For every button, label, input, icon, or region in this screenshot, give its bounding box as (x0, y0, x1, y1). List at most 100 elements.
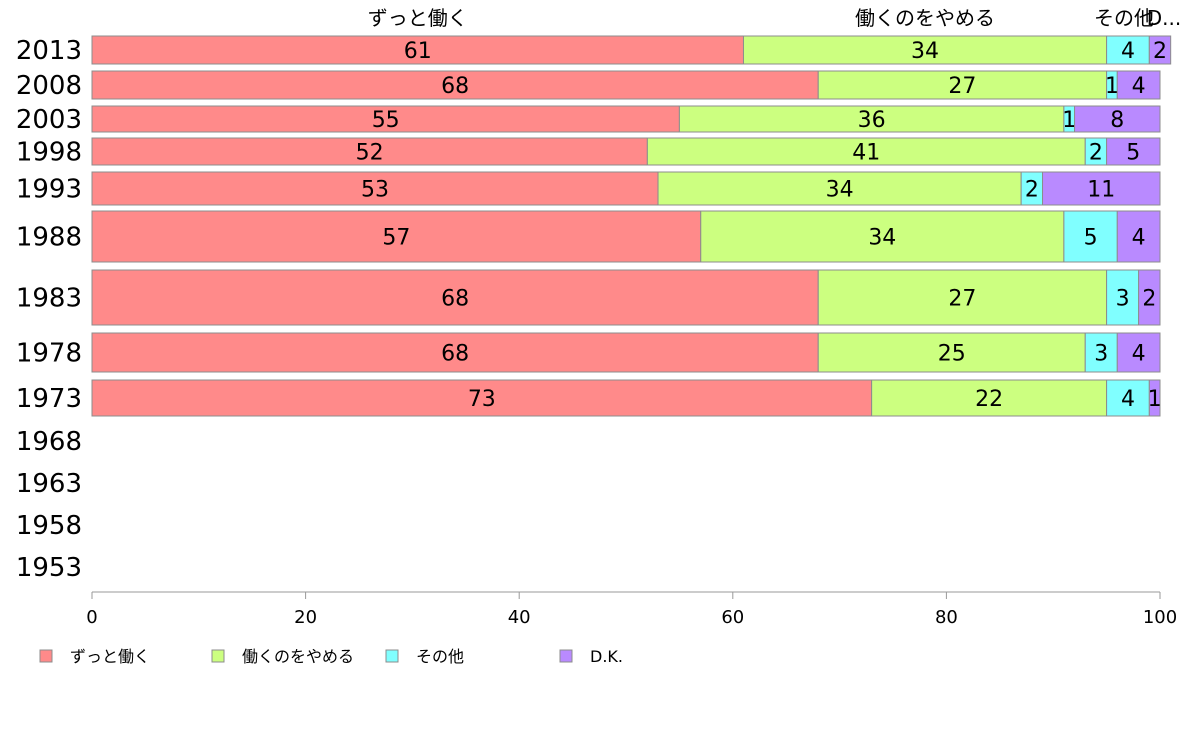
year-label-1963: 1963 (16, 469, 82, 499)
bar-segment-1988-0 (91, 210, 702, 263)
x-tick-label-40: 40 (508, 607, 531, 628)
bar-segment-1983-2 (1106, 269, 1140, 326)
bar-segment-1988-1 (700, 210, 1065, 263)
data-label-1998-3: 5 (1126, 141, 1140, 166)
data-label-1983-1: 27 (948, 287, 976, 312)
data-label-1978-3: 4 (1132, 342, 1146, 367)
x-tick-label-100: 100 (1143, 607, 1177, 628)
bar-segment-2008-0 (91, 70, 819, 100)
legend-label-2: その他 (416, 647, 464, 666)
column-header-1: 働くのをやめる (855, 6, 995, 30)
legend-label-1: 働くのをやめる (242, 647, 354, 666)
data-label-2013-0: 61 (404, 39, 432, 64)
data-label-1993-3: 11 (1087, 178, 1115, 203)
data-label-1993-0: 53 (361, 178, 389, 203)
x-tick-label-20: 20 (294, 607, 317, 628)
data-label-2003-3: 8 (1110, 108, 1124, 133)
bar-segment-2013-2 (1106, 35, 1150, 65)
year-label-1983: 1983 (16, 284, 82, 314)
column-headers: ずっと働く 働くのをやめる その他D... (368, 6, 1182, 30)
legend-swatch-0 (39, 649, 53, 663)
year-label-1993: 1993 (16, 175, 82, 205)
legend-swatch-2 (385, 649, 399, 663)
bar-segment-1998-3 (1106, 137, 1161, 166)
data-label-2013-3: 2 (1153, 39, 1167, 64)
legend-swatch-3 (559, 649, 573, 663)
bar-segment-1983-3 (1138, 269, 1161, 326)
year-label-2008: 2008 (16, 71, 82, 101)
year-label-1978: 1978 (16, 339, 82, 369)
data-label-1993-1: 34 (826, 178, 854, 203)
bar-segment-1973-0 (91, 379, 873, 417)
data-label-1998-1: 41 (852, 141, 880, 166)
bar-segment-2008-1 (817, 70, 1108, 100)
x-tick-label-80: 80 (935, 607, 958, 628)
x-tick-label-60: 60 (721, 607, 744, 628)
data-label-1973-3: 1 (1148, 387, 1162, 412)
bar-segment-2013-0 (91, 35, 744, 65)
year-label-1973: 1973 (16, 384, 82, 414)
x-axis: 0 20 40 60 80 100 (86, 591, 1177, 628)
bar-segment-1973-3 (1148, 379, 1161, 417)
legend-swatch-1 (211, 649, 225, 663)
bar-segment-2008-3 (1116, 70, 1161, 100)
data-label-2008-1: 27 (948, 74, 976, 99)
year-label-2003: 2003 (16, 105, 82, 135)
column-header-0: ずっと働く (368, 6, 468, 30)
bar-segment-1983-1 (817, 269, 1108, 326)
data-label-1973-1: 22 (975, 387, 1003, 412)
data-label-1998-2: 2 (1089, 141, 1103, 166)
data-label-2003-2: 1 (1062, 108, 1076, 133)
bar-segment-1998-1 (646, 137, 1086, 166)
data-label-2003-1: 36 (858, 108, 886, 133)
data-label-2013-2: 4 (1121, 39, 1135, 64)
data-label-1998-0: 52 (356, 141, 384, 166)
bar-segment-2013-3 (1148, 35, 1172, 65)
bar-segment-2003-0 (91, 105, 680, 133)
bar-segment-2003-3 (1074, 105, 1161, 133)
bar-segment-1978-1 (817, 332, 1086, 373)
data-label-1983-0: 68 (441, 287, 469, 312)
data-label-1988-3: 4 (1132, 226, 1146, 251)
legend-label-3: D.K. (590, 647, 623, 666)
data-label-1983-2: 3 (1116, 287, 1130, 312)
data-label-1983-3: 2 (1142, 287, 1156, 312)
year-label-1998: 1998 (16, 138, 82, 168)
data-label-2003-0: 55 (372, 108, 400, 133)
bar-segment-1988-3 (1116, 210, 1161, 263)
data-label-1988-2: 5 (1084, 226, 1098, 251)
bar-segment-1978-3 (1116, 332, 1161, 373)
year-label-1958: 1958 (16, 511, 82, 541)
bar-segment-1973-1 (871, 379, 1108, 417)
data-label-1973-0: 73 (468, 387, 496, 412)
bar-segment-1978-2 (1084, 332, 1118, 373)
x-tick-label-0: 0 (86, 607, 97, 628)
bar-segment-2013-1 (742, 35, 1108, 65)
bar-segment-2003-1 (678, 105, 1065, 133)
data-label-2013-1: 34 (911, 39, 939, 64)
data-label-1973-2: 4 (1121, 387, 1135, 412)
legend: ずっと働く 働くのをやめる その他 D.K. (39, 647, 623, 666)
data-label-1978-0: 68 (441, 342, 469, 367)
data-label-1988-0: 57 (382, 226, 410, 251)
year-label-2013: 2013 (16, 36, 82, 66)
bar-segment-1988-2 (1063, 210, 1118, 263)
year-label-1953: 1953 (16, 553, 82, 583)
bar-segment-1978-0 (91, 332, 819, 373)
year-label-1988: 1988 (16, 223, 82, 253)
column-header-2: その他 (1094, 6, 1154, 30)
bar-segment-1993-3 (1042, 171, 1161, 206)
data-label-1993-2: 2 (1025, 178, 1039, 203)
data-label-2008-0: 68 (441, 74, 469, 99)
column-header-3: D... (1147, 6, 1181, 30)
legend-label-0: ずっと働く (70, 647, 150, 666)
data-label-2008-3: 4 (1132, 74, 1146, 99)
data-label-1978-2: 3 (1094, 342, 1108, 367)
data-label-1978-1: 25 (938, 342, 966, 367)
year-label-1968: 1968 (16, 427, 82, 457)
data-label-2008-2: 1 (1105, 74, 1119, 99)
data-label-1988-1: 34 (868, 226, 896, 251)
bar-segment-1983-0 (91, 269, 819, 326)
